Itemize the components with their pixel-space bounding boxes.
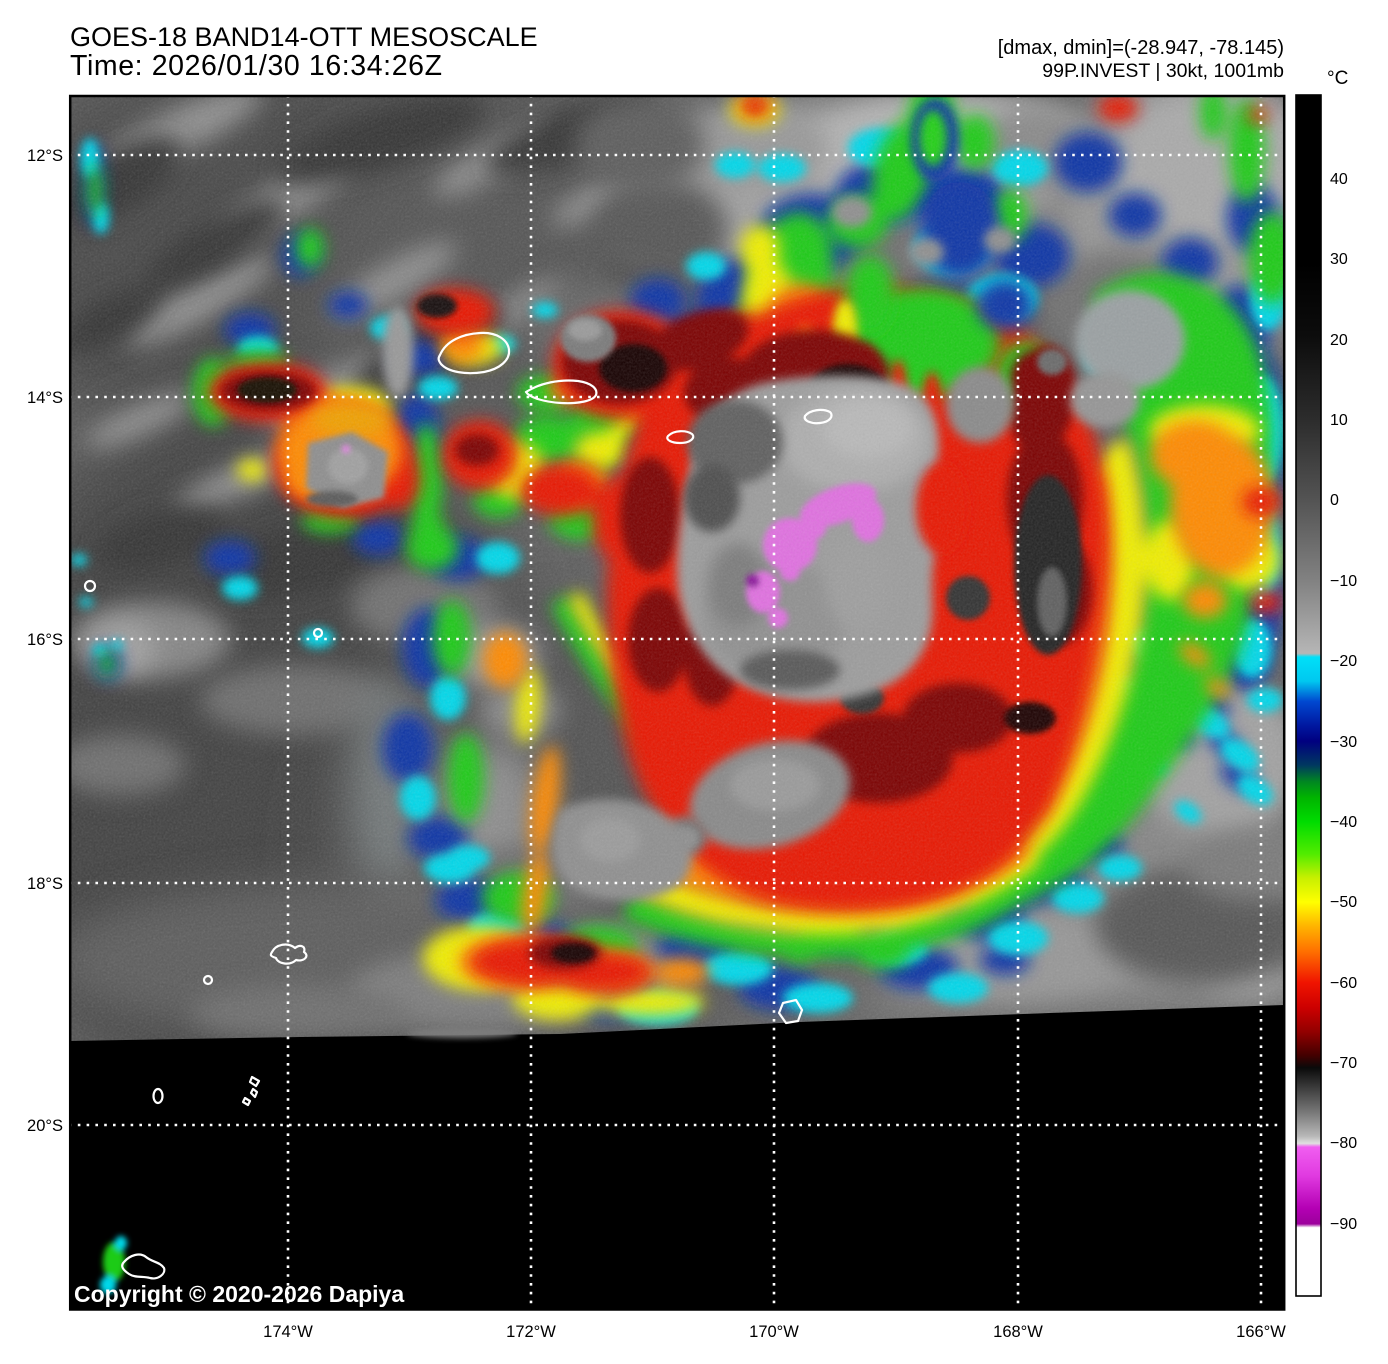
svg-text:170°W: 170°W (749, 1323, 799, 1341)
svg-text:99P.INVEST | 30kt, 1001mb: 99P.INVEST | 30kt, 1001mb (1042, 60, 1284, 82)
svg-text:−60: −60 (1330, 975, 1357, 992)
svg-text:Time: 2026/01/30 16:34:26Z: Time: 2026/01/30 16:34:26Z (70, 50, 443, 82)
svg-text:−70: −70 (1330, 1055, 1357, 1072)
svg-text:−30: −30 (1330, 734, 1357, 751)
svg-text:12°S: 12°S (27, 147, 63, 165)
svg-text:30: 30 (1330, 251, 1348, 268)
svg-text:−90: −90 (1330, 1216, 1357, 1233)
svg-text:°C: °C (1327, 68, 1348, 89)
svg-text:172°W: 172°W (506, 1323, 556, 1341)
svg-text:GOES-18 BAND14-OTT MESOSCALE: GOES-18 BAND14-OTT MESOSCALE (70, 22, 538, 52)
svg-text:18°S: 18°S (27, 875, 63, 893)
svg-text:Copyright © 2020-2026 Dapiya: Copyright © 2020-2026 Dapiya (74, 1281, 404, 1307)
svg-text:168°W: 168°W (993, 1323, 1043, 1341)
svg-text:−20: −20 (1330, 653, 1357, 670)
svg-text:−50: −50 (1330, 894, 1357, 911)
svg-text:20°S: 20°S (27, 1117, 63, 1135)
svg-text:−80: −80 (1330, 1135, 1357, 1152)
svg-text:0: 0 (1330, 492, 1339, 509)
svg-text:20: 20 (1330, 332, 1348, 349)
svg-text:174°W: 174°W (263, 1323, 313, 1341)
svg-text:−10: −10 (1330, 573, 1357, 590)
svg-text:166°W: 166°W (1236, 1323, 1286, 1341)
svg-text:14°S: 14°S (27, 389, 63, 407)
svg-text:10: 10 (1330, 412, 1348, 429)
svg-text:40: 40 (1330, 171, 1348, 188)
svg-text:[dmax, dmin]=(-28.947, -78.145: [dmax, dmin]=(-28.947, -78.145) (998, 37, 1284, 59)
svg-text:16°S: 16°S (27, 631, 63, 649)
svg-text:−40: −40 (1330, 814, 1357, 831)
